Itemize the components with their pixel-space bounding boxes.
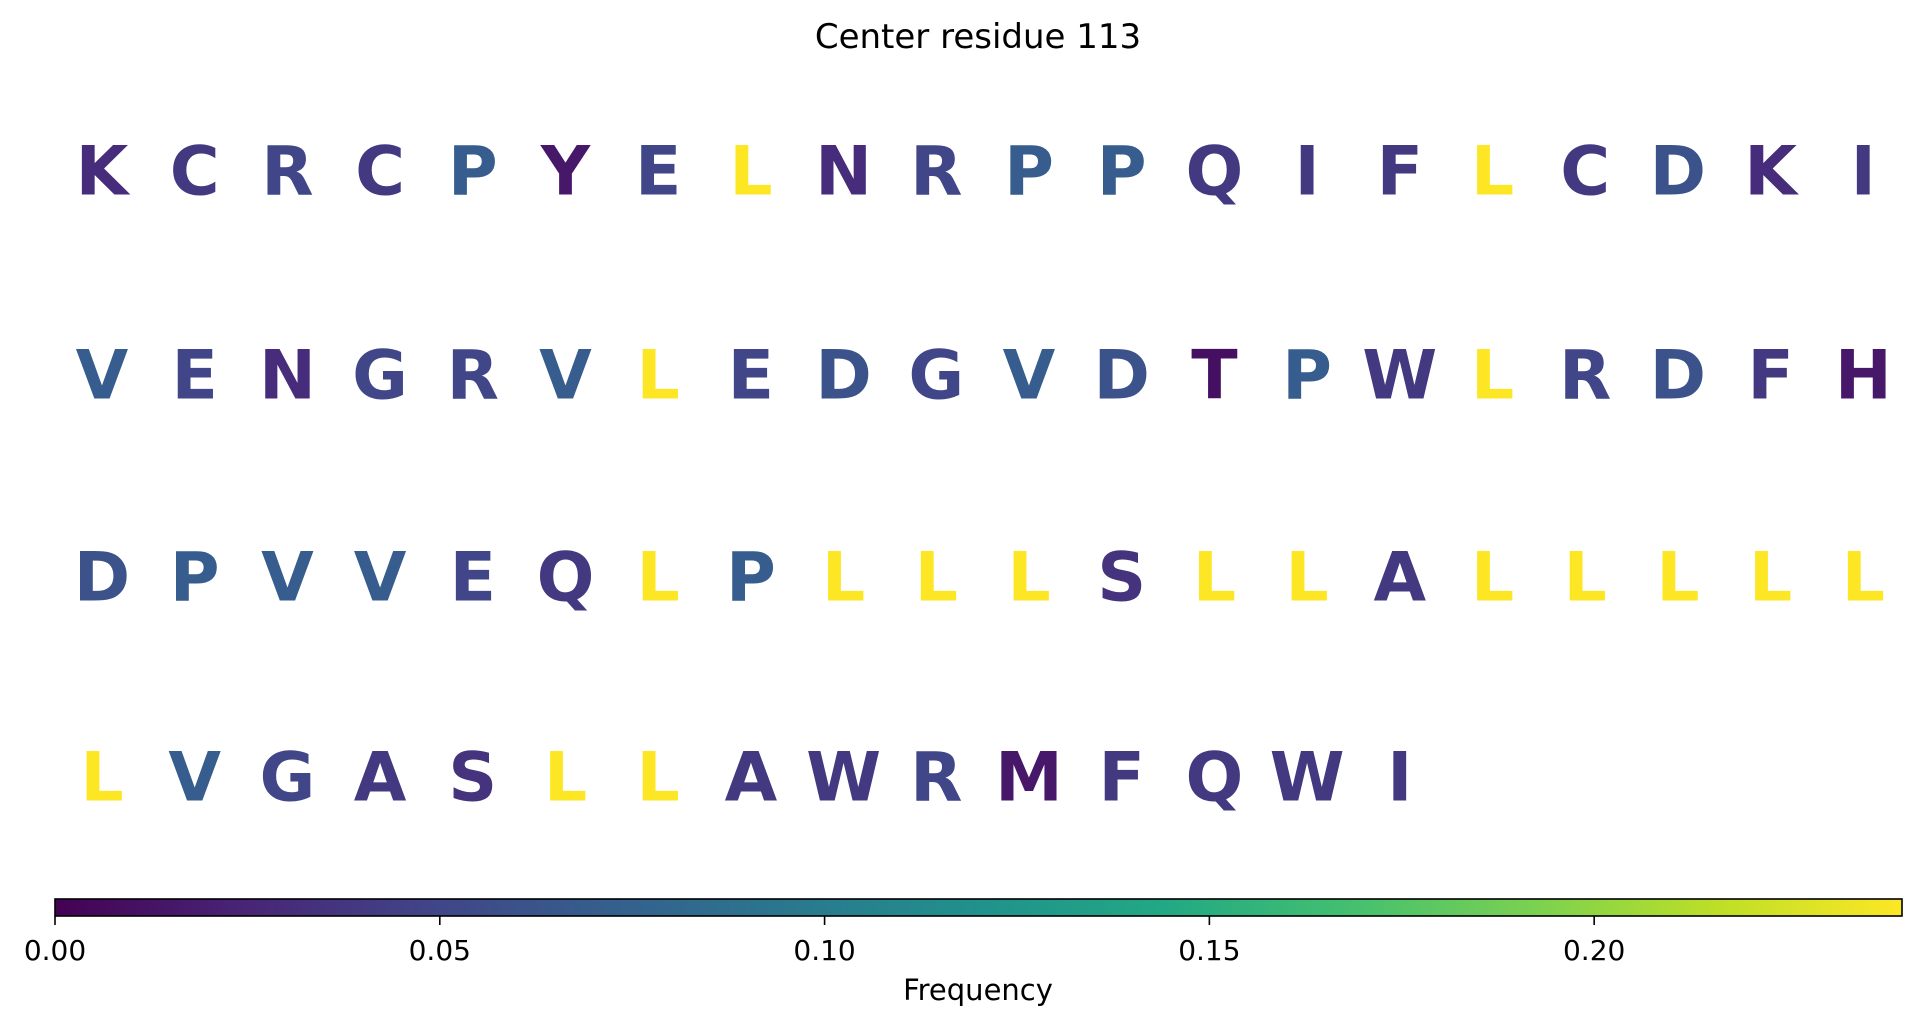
residue-letter: P [726, 539, 776, 618]
residue-letter: Q [1185, 739, 1243, 818]
residue-letter: L [1285, 539, 1328, 618]
residue-letter: L [822, 539, 865, 618]
residue-letter: D [1650, 337, 1706, 416]
residue-letter: Q [1185, 133, 1243, 212]
colorbar: 0.00 0.05 0.10 0.15 0.20 Frequency [24, 898, 1903, 1007]
residue-letter: M [995, 739, 1063, 818]
residue-letter: L [1471, 133, 1514, 212]
colorbar-tick-label: 0.20 [1563, 934, 1625, 967]
residue-letter: A [725, 739, 778, 818]
residue-letter: S [448, 739, 497, 818]
residue-letter: E [728, 337, 774, 416]
residue-letter: P [170, 539, 220, 618]
residue-letter: F [1377, 133, 1423, 212]
residue-letter: L [80, 739, 123, 818]
residue-letter: P [1097, 133, 1147, 212]
colorbar-tick-label: 0.10 [793, 934, 855, 967]
residue-letter: D [74, 539, 130, 618]
residue-letter: L [915, 539, 958, 618]
colorbar-tick-label: 0.00 [24, 934, 86, 967]
residue-letter: I [1387, 739, 1412, 818]
colorbar-ticks: 0.00 0.05 0.10 0.15 0.20 [24, 916, 1625, 967]
residue-letter: P [1004, 133, 1054, 212]
residue-letter: K [76, 133, 131, 212]
colorbar-tick-label: 0.15 [1178, 934, 1240, 967]
residue-letter: L [1656, 539, 1699, 618]
residue-letter: W [1270, 739, 1345, 818]
residue-grid: K C R C P Y E L N R P P Q I F L C D K IV E N G R V L E D G V D T P W L R D F H… [74, 133, 1892, 818]
residue-letter: V [261, 539, 314, 618]
residue-letter: P [448, 133, 498, 212]
residue-letter: C [1560, 133, 1610, 212]
residue-letter: K [1744, 133, 1799, 212]
residue-letter: E [171, 337, 217, 416]
colorbar-gradient [54, 898, 1903, 917]
residue-letter: L [1007, 539, 1050, 618]
residue-letter: L [637, 739, 680, 818]
residue-letter: L [1749, 539, 1792, 618]
residue-letter: W [806, 739, 881, 818]
residue-letter: A [1373, 539, 1426, 618]
residue-letter: P [1282, 337, 1332, 416]
residue-letter: L [1193, 539, 1236, 618]
residue-letter: N [259, 337, 316, 416]
residue-letter: R [910, 133, 962, 212]
residue-letter: L [637, 337, 680, 416]
residue-letter: L [1564, 539, 1607, 618]
residue-letter: C [355, 133, 405, 212]
residue-letter: I [1851, 133, 1876, 212]
residue-letter: L [637, 539, 680, 618]
residue-letter: C [170, 133, 220, 212]
residue-letter: H [1835, 337, 1892, 416]
residue-letter: I [1294, 133, 1319, 212]
residue-letter: R [1559, 337, 1611, 416]
residue-letter: V [539, 337, 592, 416]
colorbar-label: Frequency [903, 973, 1053, 1007]
residue-letter: R [910, 739, 962, 818]
residue-letter: S [1097, 539, 1146, 618]
residue-letter: E [450, 539, 496, 618]
residue-letter: L [1842, 539, 1885, 618]
residue-letter: D [815, 337, 871, 416]
residue-letter: G [352, 337, 408, 416]
residue-letter: R [261, 133, 313, 212]
residue-letter: L [729, 133, 772, 212]
residue-letter: T [1191, 337, 1238, 416]
residue-letter: Q [537, 539, 595, 618]
residue-letter: G [908, 337, 964, 416]
residue-letter: W [1362, 337, 1437, 416]
chart-title: Center residue 113 [815, 17, 1141, 57]
residue-letter: L [1471, 539, 1514, 618]
residue-letter: N [815, 133, 872, 212]
residue-letter: L [544, 739, 587, 818]
residue-letter: V [76, 337, 129, 416]
residue-letter: D [1093, 337, 1149, 416]
residue-letter: G [259, 739, 315, 818]
colorbar-tick-label: 0.05 [409, 934, 471, 967]
residue-letter: V [354, 539, 407, 618]
residue-letter: V [168, 739, 221, 818]
residue-letter: V [1003, 337, 1056, 416]
residue-letter: Y [540, 133, 591, 212]
residue-letter: R [447, 337, 499, 416]
residue-letter: F [1747, 337, 1793, 416]
residue-letter: D [1650, 133, 1706, 212]
residue-letter: E [635, 133, 681, 212]
residue-letter: F [1098, 739, 1144, 818]
residue-letter: A [354, 739, 407, 818]
residue-letter: L [1471, 337, 1514, 416]
